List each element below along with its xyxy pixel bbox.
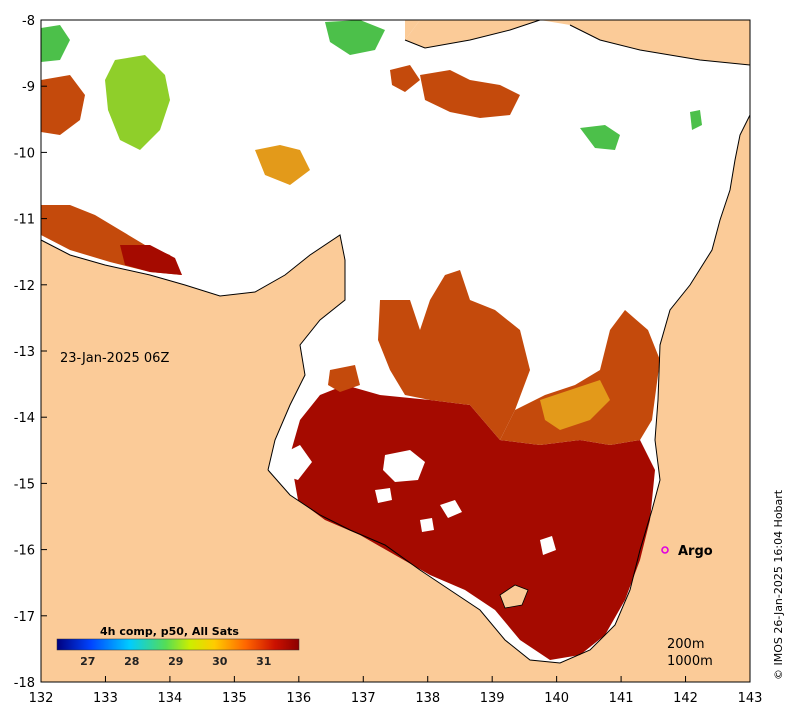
argo-label: Argo — [678, 544, 713, 559]
x-tick-label: 139 — [480, 691, 505, 706]
x-tick-label: 137 — [351, 691, 376, 706]
y-tick-label: -17 — [14, 610, 35, 625]
sst-north-green — [325, 20, 385, 55]
gulf-coastline-south — [267, 114, 750, 664]
x-tick-label: 135 — [222, 691, 247, 706]
timestamp-label: 23-Jan-2025 06Z — [60, 351, 169, 366]
sst-cape-green — [690, 110, 702, 130]
sst-coast-patch — [328, 365, 360, 392]
x-tick-label: 142 — [673, 691, 698, 706]
y-tick-label: -15 — [14, 477, 35, 492]
x-tick-label: 136 — [286, 691, 311, 706]
x-tick-label: 143 — [738, 691, 763, 706]
x-tick-label: 138 — [415, 691, 440, 706]
sst-north-small — [390, 65, 420, 92]
colorbar-tick-label: 28 — [124, 655, 139, 668]
map-layer — [41, 20, 750, 682]
colorbar-ticks: 27 28 29 30 31 — [80, 655, 271, 668]
colorbar-tick-label: 29 — [168, 655, 183, 668]
sst-data-patches — [41, 20, 702, 660]
argo-marker-icon — [661, 546, 669, 554]
sst-central-warm — [378, 270, 530, 440]
y-tick-label: -14 — [14, 411, 35, 426]
sst-north-band — [420, 70, 520, 118]
gulf-coastline — [41, 234, 346, 471]
sst-west-hot — [120, 245, 182, 275]
y-tick-label: -13 — [14, 345, 35, 360]
depth-label-1000m: 1000m — [667, 654, 713, 669]
colorbar-tick-label: 30 — [212, 655, 228, 668]
y-tick-label: -12 — [14, 279, 35, 294]
sst-mid-north — [540, 380, 610, 430]
y-tick-label: -8 — [22, 14, 35, 29]
colorbar-title: 4h comp, p50, All Sats — [100, 625, 239, 638]
y-axis: -8 -9 -10 -11 -12 -13 -14 -15 -16 -17 -18 — [14, 14, 47, 691]
colorbar — [56, 638, 300, 651]
depth-label-200m: 200m — [667, 637, 704, 652]
sst-north-green-2 — [105, 55, 170, 150]
island-top — [405, 20, 420, 40]
north-coastline — [404, 20, 750, 66]
y-tick-label: -9 — [22, 80, 35, 95]
x-tick-label: 132 — [29, 691, 54, 706]
sst-northwest-green — [41, 25, 70, 62]
y-tick-label: -10 — [14, 146, 35, 161]
credit-label: © IMOS 26-Jan-2025 16:04 Hobart — [772, 489, 785, 680]
x-tick-label: 140 — [544, 691, 569, 706]
y-tick-label: -11 — [14, 213, 35, 228]
y-tick-label: -18 — [14, 676, 35, 691]
x-axis: 132 133 134 135 136 137 138 139 140 141 142 143 — [29, 676, 763, 706]
sst-mid-patch — [255, 145, 310, 185]
x-tick-label: 141 — [609, 691, 634, 706]
island — [499, 584, 529, 609]
x-tick-label: 133 — [93, 691, 118, 706]
sst-east-green — [580, 125, 620, 150]
sst-northwest-warm — [41, 75, 85, 135]
sst-main-hot — [290, 385, 655, 660]
x-tick-label: 134 — [157, 691, 182, 706]
colorbar-tick-label: 27 — [80, 655, 95, 668]
colorbar-tick-label: 31 — [256, 655, 271, 668]
sst-east-warm — [500, 310, 660, 445]
cloud-gaps — [280, 445, 556, 555]
y-tick-label: -16 — [14, 544, 35, 559]
